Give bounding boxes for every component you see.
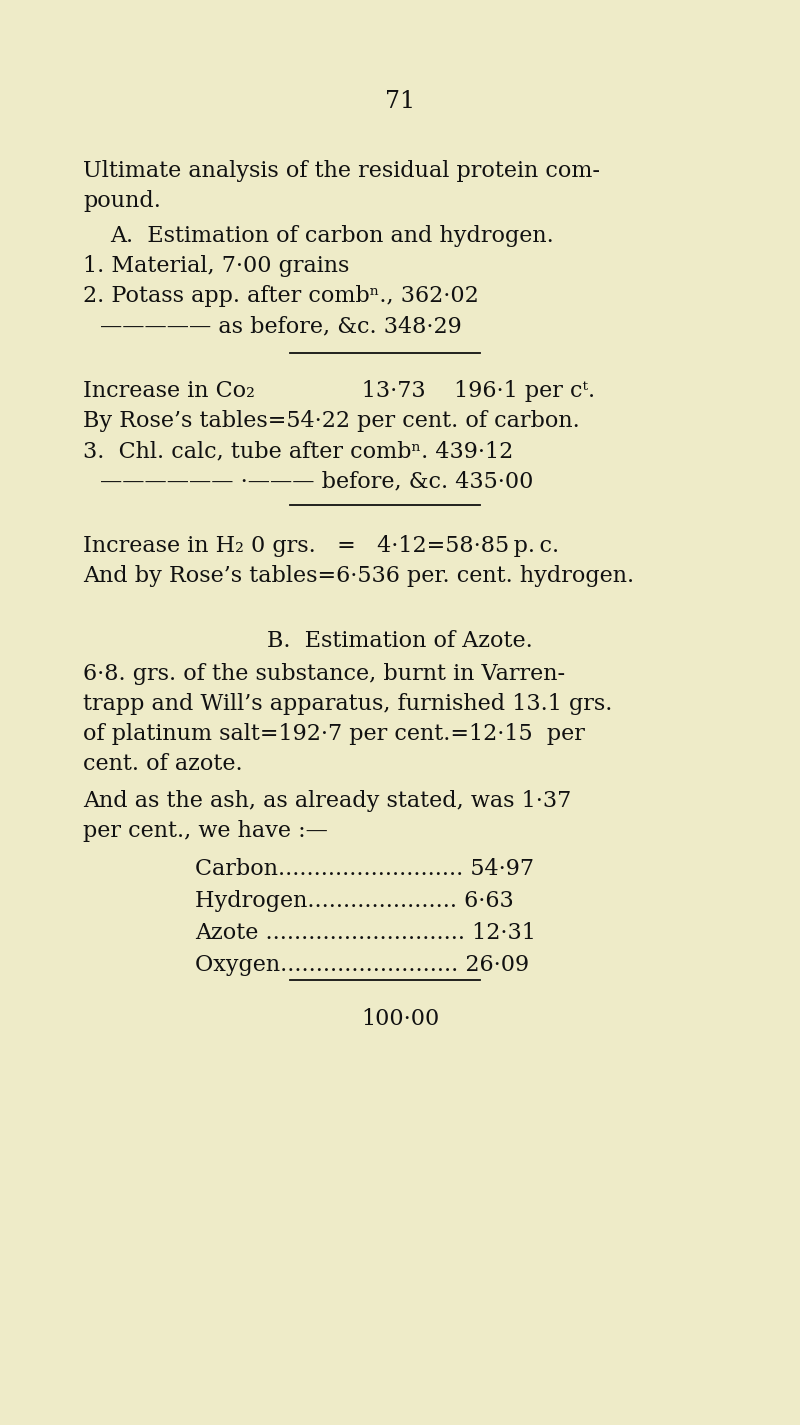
Text: Hydrogen..................... 6·63: Hydrogen..................... 6·63 bbox=[195, 891, 514, 912]
Text: ————— as before, &c. 348·29: ————— as before, &c. 348·29 bbox=[100, 315, 462, 336]
Text: B.  Estimation of Azote.: B. Estimation of Azote. bbox=[267, 630, 533, 653]
Text: pound.: pound. bbox=[83, 190, 161, 212]
Text: per cent., we have :—: per cent., we have :— bbox=[83, 819, 328, 842]
Text: cent. of azote.: cent. of azote. bbox=[83, 752, 242, 775]
Text: —————— ·——— before, &c. 435·00: —————— ·——— before, &c. 435·00 bbox=[100, 470, 534, 492]
Text: of platinum salt=192·7 per cent.=12·15  per: of platinum salt=192·7 per cent.=12·15 p… bbox=[83, 722, 585, 745]
Text: Increase in H₂ 0 grs.   =   4·12=58·85 p. c.: Increase in H₂ 0 grs. = 4·12=58·85 p. c. bbox=[83, 534, 559, 557]
Text: And by Rose’s tables=6·536 per. cent. hydrogen.: And by Rose’s tables=6·536 per. cent. hy… bbox=[83, 564, 634, 587]
Text: 2. Potass app. after combⁿ., 362·02: 2. Potass app. after combⁿ., 362·02 bbox=[83, 285, 478, 306]
Text: Ultimate analysis of the residual protein com-: Ultimate analysis of the residual protei… bbox=[83, 160, 600, 182]
Text: 71: 71 bbox=[385, 90, 415, 113]
Text: Carbon.......................... 54·97: Carbon.......................... 54·97 bbox=[195, 858, 534, 881]
Text: 100·00: 100·00 bbox=[361, 1007, 439, 1030]
Text: And as the ash, as already stated, was 1·37: And as the ash, as already stated, was 1… bbox=[83, 789, 571, 812]
Text: 1. Material, 7·00 grains: 1. Material, 7·00 grains bbox=[83, 255, 350, 276]
Text: Azote ............................ 12·31: Azote ............................ 12·31 bbox=[195, 922, 536, 943]
Text: 6·8. grs. of the substance, burnt in Varren-: 6·8. grs. of the substance, burnt in Var… bbox=[83, 663, 565, 685]
Text: By Rose’s tables=54·22 per cent. of carbon.: By Rose’s tables=54·22 per cent. of carb… bbox=[83, 410, 580, 432]
Text: A.  Estimation of carbon and hydrogen.: A. Estimation of carbon and hydrogen. bbox=[110, 225, 554, 247]
Text: 3.  Chl. calc, tube after combⁿ. 439·12: 3. Chl. calc, tube after combⁿ. 439·12 bbox=[83, 440, 514, 462]
Text: Oxygen......................... 26·09: Oxygen......................... 26·09 bbox=[195, 953, 529, 976]
Text: Increase in Co₂               13·73    196·1 per cᵗ.: Increase in Co₂ 13·73 196·1 per cᵗ. bbox=[83, 380, 595, 402]
Text: trapp and Will’s apparatus, furnished 13.1 grs.: trapp and Will’s apparatus, furnished 13… bbox=[83, 693, 612, 715]
